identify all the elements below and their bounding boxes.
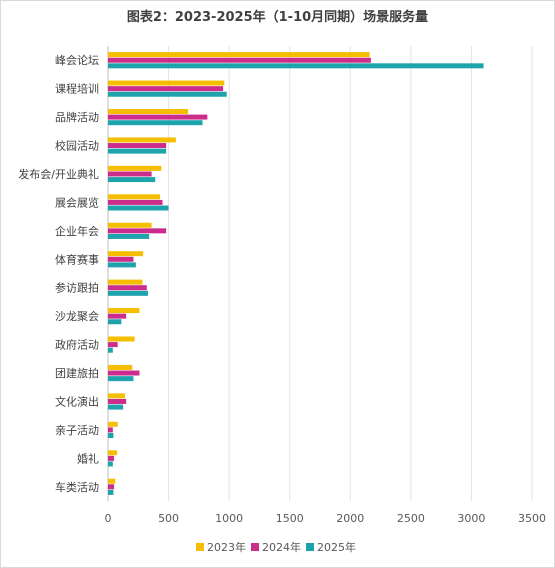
x-tick-label: 0 bbox=[105, 512, 112, 525]
bar bbox=[108, 313, 127, 319]
bar bbox=[108, 57, 371, 63]
category-label: 企业年会 bbox=[55, 224, 99, 238]
bar bbox=[108, 364, 133, 370]
bar bbox=[108, 427, 113, 433]
category-label: 文化演出 bbox=[55, 394, 99, 408]
bar bbox=[108, 177, 156, 183]
bar bbox=[108, 228, 167, 234]
category-label: 体育赛事 bbox=[55, 252, 99, 266]
bar bbox=[108, 205, 169, 211]
bar bbox=[108, 233, 150, 239]
bar bbox=[108, 393, 125, 399]
legend-label: 2024年 bbox=[262, 540, 301, 554]
bar bbox=[108, 171, 152, 177]
category-label: 团建旅拍 bbox=[55, 366, 99, 380]
bar bbox=[108, 398, 127, 404]
chart-title: 图表2：2023-2025年（1-10月同期）场景服务量 bbox=[126, 10, 429, 25]
category-label: 品牌活动 bbox=[55, 110, 99, 124]
legend-swatch bbox=[251, 543, 259, 551]
x-tick-label: 1000 bbox=[215, 512, 243, 525]
category-label: 车类活动 bbox=[55, 480, 99, 494]
bar bbox=[108, 376, 134, 382]
bar bbox=[108, 251, 144, 257]
x-tick-label: 2500 bbox=[397, 512, 425, 525]
bar bbox=[108, 461, 113, 467]
category-label: 展会展览 bbox=[55, 195, 99, 209]
bar bbox=[108, 421, 118, 427]
bar bbox=[108, 262, 136, 268]
category-label: 发布会/开业典礼 bbox=[18, 167, 99, 181]
bar bbox=[108, 86, 224, 92]
bar bbox=[108, 63, 484, 69]
x-tick-labels: 0 500 1000 1500 2000 2500 3000 3500 bbox=[105, 512, 547, 525]
bar bbox=[108, 285, 147, 291]
category-label: 校园活动 bbox=[55, 139, 99, 153]
category-label: 峰会论坛 bbox=[55, 53, 99, 67]
bar bbox=[108, 80, 225, 86]
category-label: 沙龙聚会 bbox=[55, 310, 99, 323]
legend: 2023年 2024年 2025年 bbox=[196, 540, 356, 554]
category-label: 课程培训 bbox=[55, 82, 99, 96]
bars bbox=[108, 52, 484, 495]
x-tick-label: 500 bbox=[158, 512, 179, 525]
bar bbox=[108, 137, 176, 143]
legend-label: 2023年 bbox=[207, 540, 246, 554]
bar bbox=[108, 120, 203, 126]
bar bbox=[108, 148, 167, 154]
bar bbox=[108, 489, 114, 495]
bar bbox=[108, 342, 118, 348]
bar bbox=[108, 478, 116, 484]
gridlines bbox=[107, 46, 533, 501]
category-label: 参访跟拍 bbox=[55, 281, 99, 295]
bar bbox=[108, 455, 115, 461]
bar bbox=[108, 484, 115, 490]
bar bbox=[108, 279, 143, 285]
bar bbox=[108, 404, 124, 410]
bar bbox=[108, 108, 188, 114]
bar bbox=[108, 91, 227, 97]
legend-swatch bbox=[306, 543, 314, 551]
bar bbox=[108, 347, 113, 353]
x-tick-label: 1500 bbox=[276, 512, 304, 525]
bar bbox=[108, 370, 140, 376]
category-label: 婚礼 bbox=[77, 451, 99, 465]
bar bbox=[108, 52, 370, 58]
bar bbox=[108, 143, 167, 149]
legend-swatch bbox=[196, 543, 204, 551]
bar bbox=[108, 290, 148, 296]
category-labels: 峰会论坛课程培训品牌活动校园活动发布会/开业典礼展会展览企业年会体育赛事参访跟拍… bbox=[18, 53, 99, 494]
bar bbox=[108, 222, 152, 228]
x-tick-label: 2000 bbox=[336, 512, 364, 525]
x-tick-label: 3000 bbox=[457, 512, 485, 525]
bar bbox=[108, 319, 122, 325]
bar bbox=[108, 308, 140, 314]
bar bbox=[108, 114, 208, 120]
bar bbox=[108, 194, 161, 200]
legend-label: 2025年 bbox=[317, 540, 356, 554]
bar bbox=[108, 199, 163, 205]
bar bbox=[108, 450, 118, 456]
category-label: 亲子活动 bbox=[55, 423, 99, 437]
bar bbox=[108, 433, 114, 439]
x-tick-label: 3500 bbox=[518, 512, 546, 525]
bar bbox=[108, 256, 134, 262]
bar bbox=[108, 165, 162, 171]
category-label: 政府活动 bbox=[55, 338, 99, 352]
bar bbox=[108, 336, 135, 342]
